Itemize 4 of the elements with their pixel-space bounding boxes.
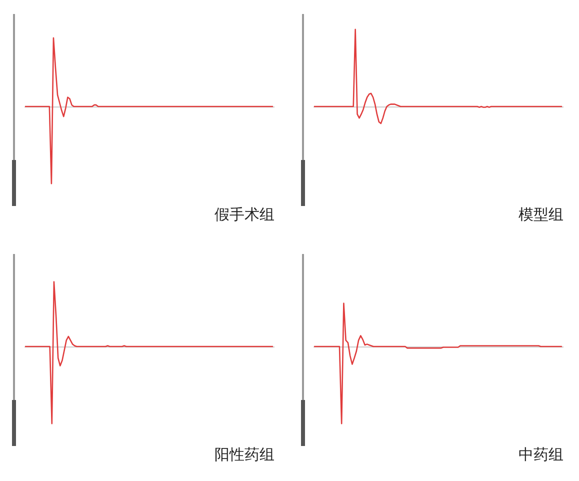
x-axis-title: 阳性药组	[214, 446, 274, 464]
x-axis-title: 假手术组	[214, 206, 274, 224]
x-axis-title: 中药组	[518, 446, 564, 464]
x-axis-title: 模型组	[518, 206, 564, 224]
